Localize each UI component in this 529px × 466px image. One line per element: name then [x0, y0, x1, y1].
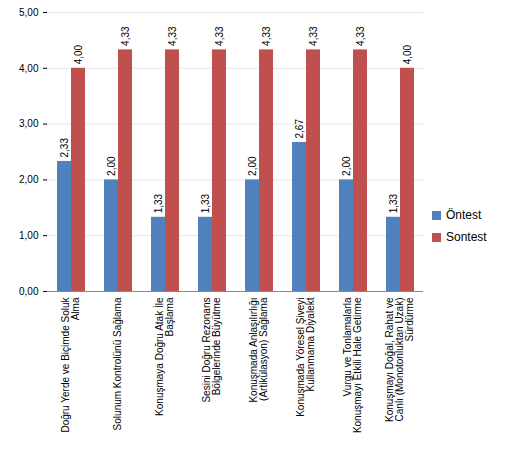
svg-text:4,33: 4,33 [355, 26, 366, 46]
svg-text:Konuşmada Yöresel ŞiveyiKullan: Konuşmada Yöresel ŞiveyiKullanmama Diyal… [295, 297, 316, 417]
svg-text:5,00: 5,00 [19, 7, 39, 18]
svg-text:4,00: 4,00 [73, 44, 84, 64]
html-text:Sontest: Sontest [446, 230, 487, 244]
svg-text:1,33: 1,33 [200, 193, 211, 213]
svg-text:4,33: 4,33 [214, 26, 225, 46]
svg-text:4,33: 4,33 [167, 26, 178, 46]
svg-text:4,00: 4,00 [19, 63, 39, 74]
svg-text:Solunum Kontrolünü Sağlama: Solunum Kontrolünü Sağlama [112, 297, 123, 430]
svg-text:2,00: 2,00 [341, 156, 352, 176]
svg-text:4,00: 4,00 [402, 44, 413, 64]
svg-text:1,33: 1,33 [153, 193, 164, 213]
svg-text:2,33: 2,33 [59, 138, 70, 158]
svg-text:Konuşmayı Doğal, Rahat veCanlı: Konuşmayı Doğal, Rahat veCanlı (Monotonl… [384, 297, 415, 422]
svg-text:2,00: 2,00 [106, 156, 117, 176]
svg-text:2,67: 2,67 [294, 119, 305, 139]
svg-text:Doğru Yerde ve Biçimde SolukAl: Doğru Yerde ve Biçimde SolukAlma [60, 297, 81, 433]
svg-text:1,33: 1,33 [388, 193, 399, 213]
svg-text:Konuşmada Anlaşılırlığı(Artikü: Konuşmada Anlaşılırlığı(Artikülasyon) Sa… [248, 297, 269, 403]
svg-text:Sesini Doğru RezonansBölgeleri: Sesini Doğru RezonansBölgelerinde Büyütm… [201, 297, 222, 402]
svg-text:4,33: 4,33 [261, 26, 272, 46]
svg-text:4,33: 4,33 [120, 26, 131, 46]
svg-text:Konuşmaya Doğru Atak İleBaşlam: Konuşmaya Doğru Atak İleBaşlama [153, 297, 175, 416]
html-text:Öntest: Öntest [446, 208, 482, 222]
svg-text:2,00: 2,00 [19, 174, 39, 185]
svg-text:4,33: 4,33 [308, 26, 319, 46]
svg-text:1,00: 1,00 [19, 230, 39, 241]
svg-text:Vurgu ve TonlamalarlaKonuşmayı: Vurgu ve TonlamalarlaKonuşmayı Etkili Ha… [342, 297, 363, 433]
svg-text:0,00: 0,00 [19, 286, 39, 297]
svg-text:2,00: 2,00 [247, 156, 258, 176]
svg-text:3,00: 3,00 [19, 118, 39, 129]
